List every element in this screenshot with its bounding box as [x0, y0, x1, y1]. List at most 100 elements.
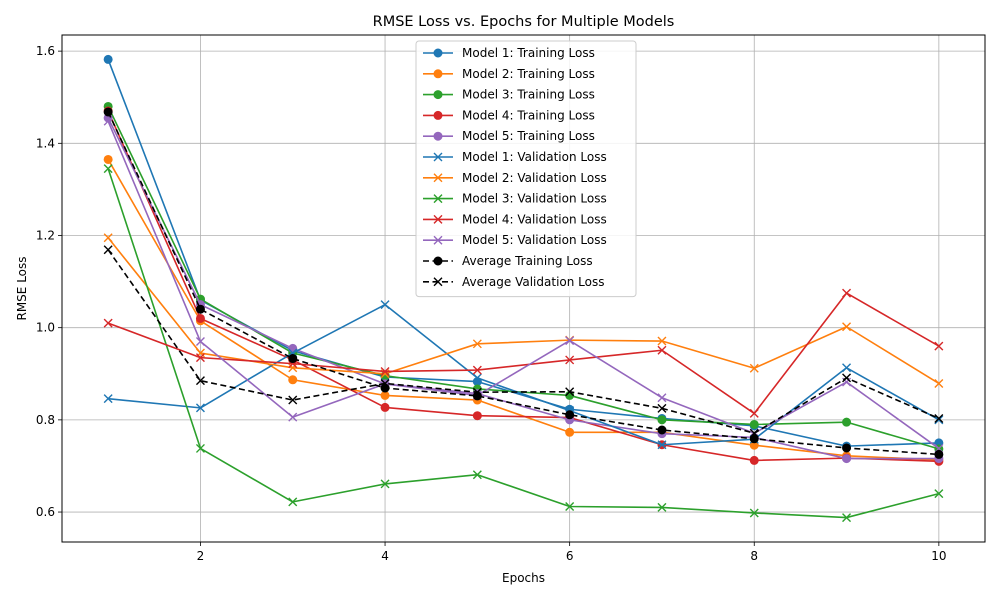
series-model-4-validation-loss — [103, 288, 944, 418]
legend: Model 1: Training Loss Model 2: Training … — [415, 40, 637, 298]
data-point — [195, 337, 205, 346]
data-point — [195, 304, 205, 314]
data-point — [380, 479, 390, 489]
legend-item: Average Training Loss — [423, 254, 593, 268]
data-point — [842, 443, 852, 453]
data-point — [103, 164, 113, 174]
data-point — [565, 387, 575, 397]
data-point — [657, 415, 667, 425]
legend-item: Model 2: Validation Loss — [423, 171, 607, 185]
series-line — [107, 110, 939, 463]
data-point — [657, 403, 667, 413]
legend-marker — [433, 69, 443, 79]
data-point — [195, 353, 205, 363]
data-point — [103, 54, 113, 64]
x-tick-label: 4 — [381, 549, 389, 563]
legend-item: Model 2: Training Loss — [423, 67, 595, 81]
data-point — [657, 393, 667, 403]
legend-marker — [433, 110, 443, 120]
data-point — [288, 363, 298, 373]
y-tick-label: 0.8 — [36, 413, 55, 427]
legend-item: Model 4: Validation Loss — [423, 212, 607, 226]
legend-item: Model 5: Validation Loss — [423, 233, 607, 247]
data-point — [934, 489, 944, 499]
legend-marker — [433, 173, 443, 183]
series-group — [103, 54, 944, 523]
data-point — [103, 245, 113, 255]
data-point — [565, 410, 575, 420]
data-point — [565, 355, 575, 365]
plot-frame — [61, 34, 986, 543]
data-point — [657, 502, 667, 512]
series-line — [108, 303, 940, 446]
data-point — [934, 378, 944, 388]
legend-label: Model 4: Training Loss — [462, 108, 595, 122]
series-average-validation-loss — [103, 245, 944, 438]
data-point — [380, 378, 390, 388]
data-point — [103, 107, 113, 117]
series-line — [107, 292, 940, 415]
legend-marker — [433, 214, 443, 224]
data-point — [657, 336, 667, 346]
legend-marker — [433, 48, 443, 58]
data-point — [380, 366, 390, 376]
data-point — [842, 373, 852, 383]
legend-label: Model 3: Validation Loss — [462, 192, 607, 206]
series-line — [107, 249, 940, 435]
legend-label: Model 1: Validation Loss — [462, 150, 607, 164]
data-point — [195, 313, 205, 323]
data-point — [749, 408, 759, 418]
data-point — [657, 345, 667, 355]
x-axis-title: Epochs — [502, 571, 545, 585]
data-point — [842, 363, 852, 373]
x-tick-label: 8 — [750, 549, 758, 563]
y-tick-label: 1.0 — [36, 321, 55, 335]
data-point — [842, 288, 852, 298]
data-point — [934, 341, 944, 351]
legend-marker — [433, 152, 443, 162]
data-point — [288, 497, 298, 507]
data-point — [749, 419, 759, 429]
legend-marker — [433, 277, 443, 287]
data-point — [472, 365, 482, 375]
data-point — [472, 339, 482, 349]
legend-marker — [433, 90, 443, 100]
legend-label: Average Validation Loss — [462, 275, 604, 289]
legend-item: Model 1: Training Loss — [423, 46, 595, 60]
chart-title: RMSE Loss vs. Epochs for Multiple Models — [373, 14, 675, 30]
data-point — [195, 376, 205, 386]
data-point — [472, 387, 482, 397]
data-point — [934, 413, 944, 423]
y-tick-label: 1.4 — [36, 136, 55, 150]
y-tick-label: 0.6 — [36, 505, 55, 519]
legend-marker — [433, 194, 443, 204]
series-line — [107, 168, 940, 519]
data-point — [657, 440, 667, 450]
data-point — [380, 402, 390, 412]
data-point — [288, 375, 298, 385]
legend-box — [415, 40, 637, 298]
data-point — [565, 336, 575, 346]
data-point — [934, 415, 944, 425]
data-point — [288, 412, 298, 422]
series-line — [107, 120, 940, 450]
legend-marker — [433, 235, 443, 245]
data-point — [565, 502, 575, 512]
x-tick-label: 2 — [197, 549, 205, 563]
data-point — [749, 363, 759, 373]
data-point — [934, 449, 944, 459]
legend-label: Model 5: Training Loss — [462, 129, 595, 143]
legend-label: Model 2: Training Loss — [462, 67, 595, 81]
data-point — [472, 470, 482, 480]
data-point — [380, 300, 390, 310]
data-point — [103, 154, 113, 164]
data-point — [288, 395, 298, 405]
legend-label: Model 1: Training Loss — [462, 46, 595, 60]
legend-label: Average Training Loss — [462, 254, 593, 268]
series-line — [107, 117, 939, 460]
legend-label: Model 3: Training Loss — [462, 88, 595, 102]
legend-item: Model 3: Validation Loss — [423, 192, 607, 206]
data-point — [195, 403, 205, 413]
series-model-1-validation-loss — [103, 300, 944, 450]
